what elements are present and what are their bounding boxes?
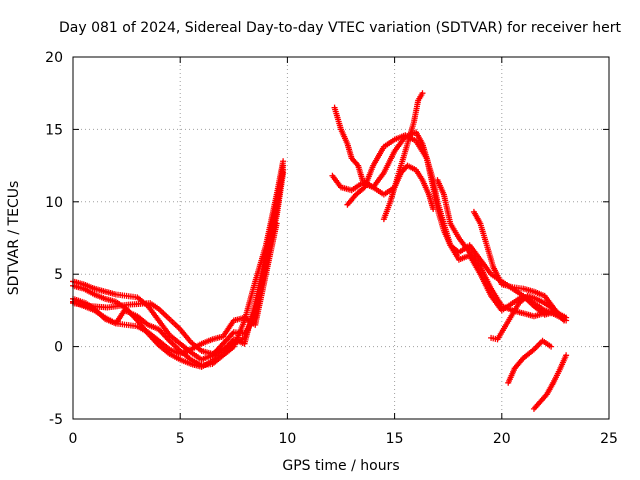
y-tick-label: 20 [45,50,63,66]
data-point [430,206,437,213]
series-track-1 [70,162,287,357]
series-track-10 [434,177,565,321]
chart-title: Day 081 of 2024, Sidereal Day-to-day VTE… [59,20,621,36]
x-tick-label: 25 [600,431,618,447]
y-tick-label: -5 [49,412,63,428]
data-point [280,158,287,165]
series-track-5 [70,220,280,357]
plot-frame [72,56,610,420]
data-point [535,342,542,349]
y-tick-label: 15 [45,122,63,138]
x-tick-label: 5 [176,431,185,447]
series-track-2 [70,158,287,369]
data-point [550,305,557,312]
y-tick-label: 5 [54,267,63,283]
data-point [419,90,426,97]
series-track-4 [70,166,287,370]
series-track-13 [505,337,555,386]
axis-ticks: 0 5 10 15 20 25 -5 0 5 10 15 20 [45,50,618,447]
y-tick-label: 10 [45,195,63,211]
series-track-14 [530,352,570,412]
grid [73,57,609,419]
x-axis-label: GPS time / hours [282,458,399,474]
x-tick-label: 20 [493,431,511,447]
data-point [548,343,555,350]
series-track-12 [488,292,557,343]
x-tick-label: 15 [386,431,404,447]
data-point [533,343,540,350]
series-track-9 [380,162,437,223]
data-point [280,166,287,173]
x-tick-label: 10 [278,431,296,447]
y-tick-label: 0 [54,340,63,356]
data-point [273,220,280,227]
data-point [560,317,567,324]
y-axis-label: SDTVAR / TECUs [6,181,22,296]
data-series [70,90,570,412]
x-tick-label: 0 [69,431,78,447]
data-point [563,352,570,359]
series-track-7 [329,129,570,324]
series-track-3 [70,169,287,363]
